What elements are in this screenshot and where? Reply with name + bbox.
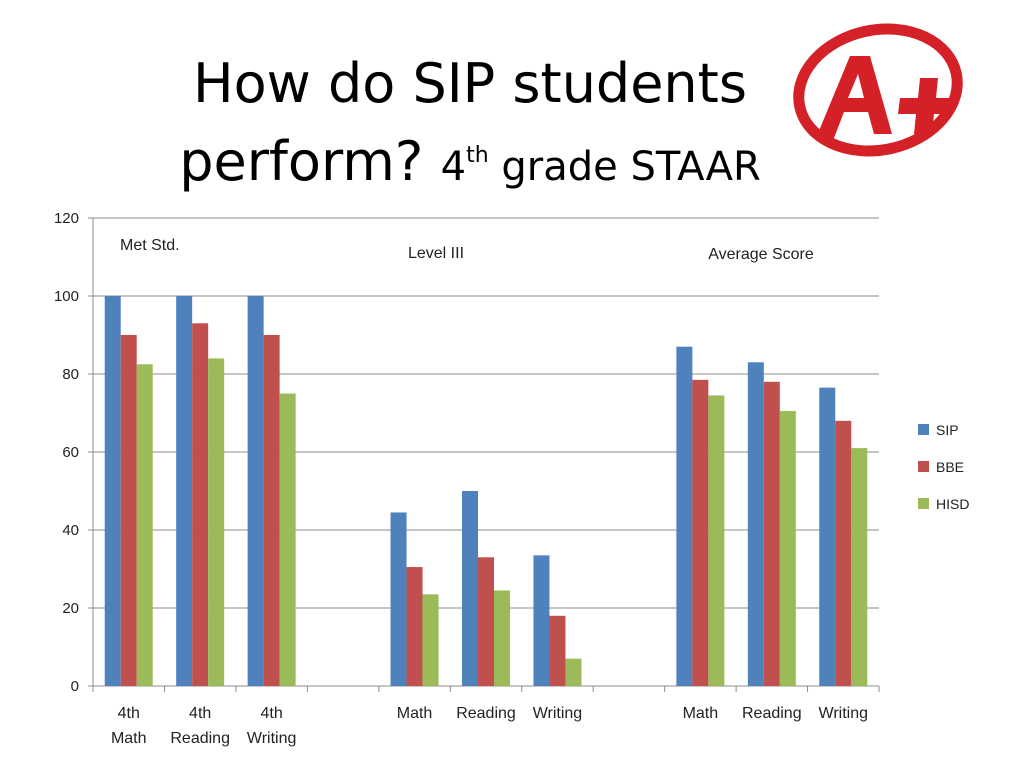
- a-plus-grade-icon: [793, 23, 963, 157]
- bar-bbe: [549, 615, 566, 686]
- y-tick-label: 0: [71, 678, 79, 695]
- legend-label: SIP: [936, 422, 959, 438]
- legend-swatch: [918, 461, 929, 472]
- bar-bbe: [120, 335, 137, 686]
- bar-sip: [104, 296, 121, 686]
- bar-sip: [390, 512, 407, 686]
- x-category-label: 4th: [261, 705, 283, 722]
- bar-hisd: [422, 594, 439, 686]
- bar-bbe: [835, 420, 852, 686]
- x-category-label: Reading: [456, 705, 516, 722]
- legend-swatch: [918, 498, 929, 509]
- bar-sip: [176, 296, 193, 686]
- x-category-label: 4th: [118, 705, 140, 722]
- bar-sip: [819, 387, 836, 686]
- y-tick-label: 20: [62, 600, 79, 617]
- bar-chart: 0 20 40 60 80 100 120 4th Math 4th Reading 4th Writ…: [54, 210, 969, 747]
- x-category-label: Reading: [742, 705, 802, 722]
- bar-hisd: [779, 411, 796, 686]
- bar-bbe: [763, 381, 780, 686]
- bar-sip: [676, 346, 693, 686]
- bar-bbe: [478, 557, 494, 686]
- bar-hisd: [279, 393, 296, 686]
- x-category-label: Writing: [819, 705, 869, 722]
- title-grade-rest: grade STAAR: [501, 144, 761, 190]
- legend-label: BBE: [936, 459, 964, 475]
- x-category-label: 4th: [189, 705, 211, 722]
- bar-hisd: [208, 358, 225, 686]
- group-label: Average Score: [708, 246, 814, 263]
- bars: [104, 296, 868, 686]
- bar-sip: [747, 362, 764, 686]
- x-category-label: Math: [683, 705, 719, 722]
- x-category-label: Math: [111, 730, 147, 747]
- bar-hisd: [708, 395, 725, 686]
- legend-label: HISD: [936, 496, 969, 512]
- bar-bbe: [263, 335, 280, 686]
- y-tick-label: 80: [62, 366, 79, 383]
- title-grade-number: 4: [440, 144, 467, 190]
- y-tick-label: 100: [54, 288, 79, 305]
- title-grade-suffix: th: [466, 143, 489, 168]
- x-category-label: Math: [397, 705, 433, 722]
- x-category-label: Writing: [247, 730, 297, 747]
- title-line-1: How do SIP students: [193, 52, 747, 115]
- group-label: Met Std.: [120, 237, 180, 254]
- title-line-2: perform? 4th grade STAAR: [110, 120, 830, 203]
- bar-hisd: [136, 364, 153, 686]
- y-tick-label: 120: [54, 210, 79, 227]
- y-tick-label: 40: [62, 522, 79, 539]
- bar-hisd: [851, 448, 868, 686]
- bar-bbe: [692, 379, 709, 686]
- y-tick-label: 60: [62, 444, 79, 461]
- group-label: Level III: [408, 245, 464, 262]
- legend-swatch: [918, 424, 929, 435]
- title-perform: perform?: [179, 130, 424, 193]
- bar-hisd: [565, 658, 582, 686]
- title-grade: 4th grade STAAR: [440, 143, 761, 190]
- group-labels: Met Std. Level III Average Score: [120, 237, 814, 263]
- legend: SIP BBE HISD: [918, 422, 969, 512]
- bar-sip: [462, 491, 478, 686]
- x-category-label: Reading: [170, 730, 230, 747]
- bar-hisd: [494, 590, 510, 686]
- bar-sip: [533, 555, 550, 686]
- bar-bbe: [406, 567, 423, 686]
- x-category-label: Writing: [533, 705, 583, 722]
- slide-title: How do SIP students perform? 4th grade S…: [110, 48, 830, 203]
- bar-sip: [247, 296, 264, 686]
- x-axis: 4th Math 4th Reading 4th Writing Math Reading Wr…: [92, 686, 880, 747]
- bar-bbe: [192, 323, 209, 686]
